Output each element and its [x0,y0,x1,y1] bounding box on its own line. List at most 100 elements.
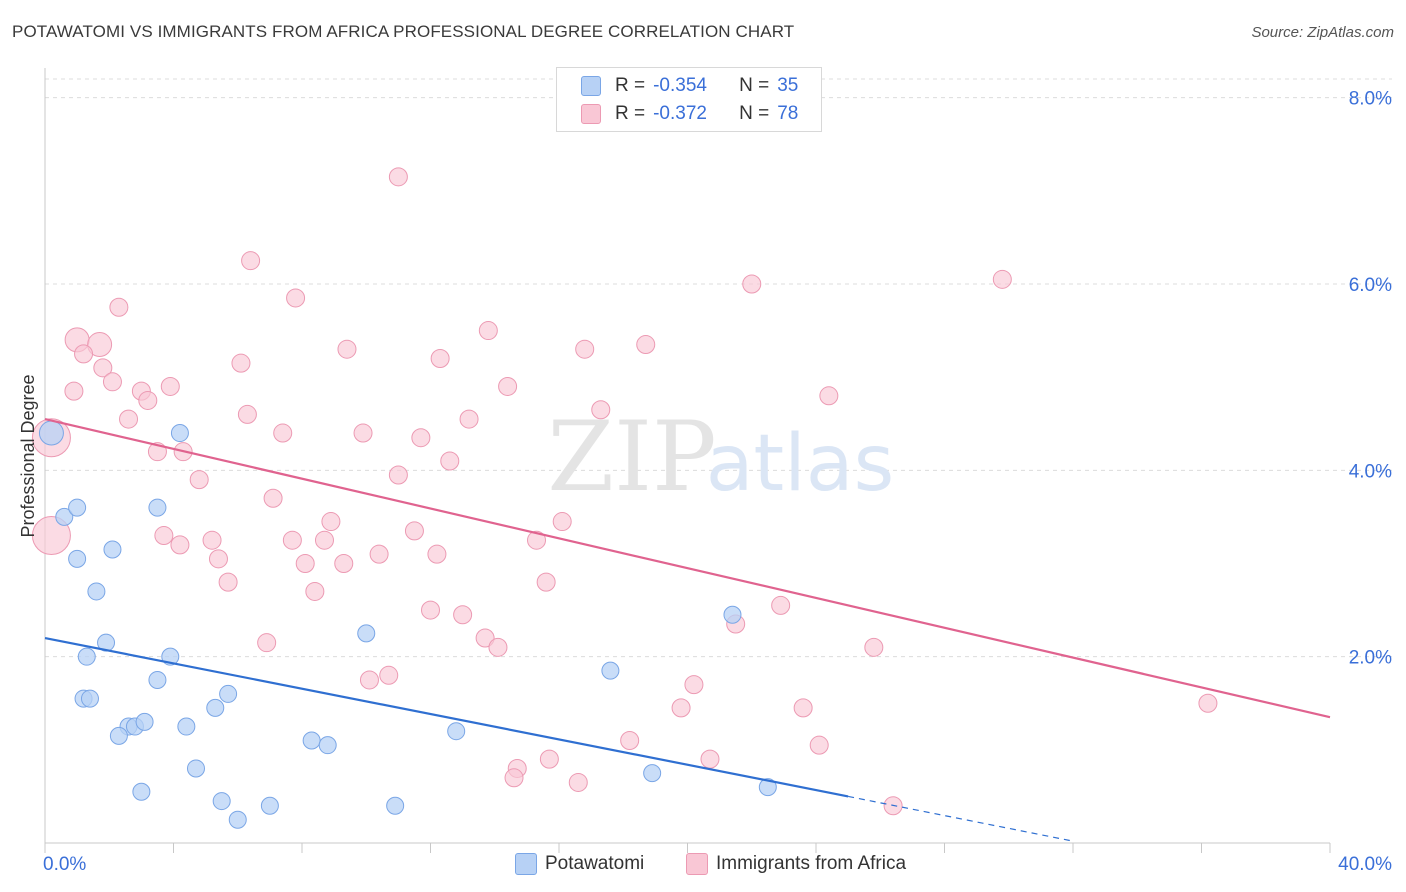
point-immigrants [411,428,431,448]
point-immigrants [539,749,559,769]
y-tick-label: 2.0% [1349,648,1392,669]
trendline-immigrants [44,418,1331,719]
point-potawatomi [212,792,231,811]
bottom-legend-immigrants[interactable]: Immigrants from Africa [686,851,906,877]
point-immigrants [793,698,813,718]
point-potawatomi [302,731,321,750]
point-immigrants [160,376,180,396]
point-immigrants [257,633,277,653]
point-immigrants [334,553,354,573]
point-immigrants [102,372,122,392]
point-immigrants [93,358,113,378]
point-immigrants [369,544,389,564]
point-potawatomi [87,582,106,601]
point-immigrants [237,404,257,424]
point-potawatomi [386,796,405,815]
trendline-potawatomi [44,636,849,798]
y-tick-label: 6.0% [1349,275,1392,296]
legend-swatch-blue [581,76,601,96]
point-immigrants [388,465,408,485]
point-immigrants [154,526,174,546]
point-immigrants [218,572,238,592]
point-immigrants [208,549,228,569]
point-potawatomi [80,689,99,708]
point-immigrants [552,512,572,532]
point-immigrants [440,451,460,471]
point-immigrants [527,530,547,550]
point-immigrants [488,637,508,657]
point-immigrants [591,400,611,420]
point-immigrants [189,470,209,490]
legend-r-value-immigrants: -0.372 [653,103,707,124]
bottom-legend-label-potawatomi: Potawatomi [545,853,645,874]
point-immigrants [87,332,113,358]
y-tick-label: 8.0% [1349,89,1392,110]
point-immigrants [504,768,524,788]
point-potawatomi [77,647,96,666]
watermark: ZIP atlas [547,401,894,513]
y-axis-label: Professional Degree [18,374,38,537]
point-immigrants [31,516,71,556]
watermark-zip: ZIP [547,401,716,513]
point-immigrants [74,344,94,364]
point-immigrants [109,297,129,317]
legend-n-value-potawatomi: 35 [777,75,799,96]
point-immigrants [273,423,293,443]
point-immigrants [170,535,190,555]
point-potawatomi [55,507,74,526]
x-tick-label: 40.0% [1338,854,1392,875]
point-immigrants [771,595,791,615]
point-immigrants [263,488,283,508]
bottom-legend-potawatomi[interactable]: Potawatomi [515,851,644,877]
point-potawatomi [357,624,376,643]
point-immigrants [305,581,325,601]
tick-labels: 2.0% 4.0% 6.0% 8.0% 0.0% 40.0% [43,89,1392,875]
point-immigrants [700,749,720,769]
legend-n-value-immigrants: 78 [777,103,799,124]
point-immigrants [353,423,373,443]
legend-stats-box: R = -0.354 N = 35 R = -0.372 N = 78 [556,67,822,132]
point-immigrants [864,637,884,657]
point-immigrants [819,386,839,406]
point-potawatomi [601,661,620,680]
point-immigrants [359,670,379,690]
point-immigrants [671,698,691,718]
point-immigrants [286,288,306,308]
point-immigrants [992,269,1012,289]
point-potawatomi [447,722,466,741]
point-immigrants [421,600,440,620]
legend-n-label: N = [739,75,770,96]
point-immigrants [636,335,656,355]
point-potawatomi [103,540,122,559]
point-immigrants [498,376,518,396]
watermark-atlas: atlas [706,419,895,509]
point-potawatomi [643,764,662,783]
point-immigrants [295,553,315,573]
point-potawatomi [177,717,196,736]
point-potawatomi [148,670,167,689]
point-potawatomi [68,498,87,517]
point-potawatomi [758,778,777,797]
bottom-legend-swatch-pink [686,853,708,875]
series-potawatomi-points [38,420,777,829]
point-immigrants [202,530,222,550]
legend-r-label: R = [615,103,646,124]
x-tick-label: 0.0% [43,854,86,875]
point-immigrants [453,605,473,625]
point-immigrants [379,665,399,685]
point-potawatomi [260,796,279,815]
point-potawatomi [170,424,189,443]
trendlines [44,418,1331,842]
point-immigrants [475,628,495,648]
point-potawatomi [219,684,238,703]
y-tick-label: 4.0% [1349,461,1392,482]
point-immigrants [742,274,762,294]
legend-row-potawatomi: R = -0.354 N = 35 [581,73,798,99]
point-immigrants [620,731,640,751]
legend-r-value-potawatomi: -0.354 [653,75,707,96]
legend-swatch-pink [581,104,601,124]
trendline-potawatomi-extension [848,795,1074,842]
point-immigrants [809,735,829,755]
legend-r-label: R = [615,75,646,96]
point-immigrants [64,381,84,401]
